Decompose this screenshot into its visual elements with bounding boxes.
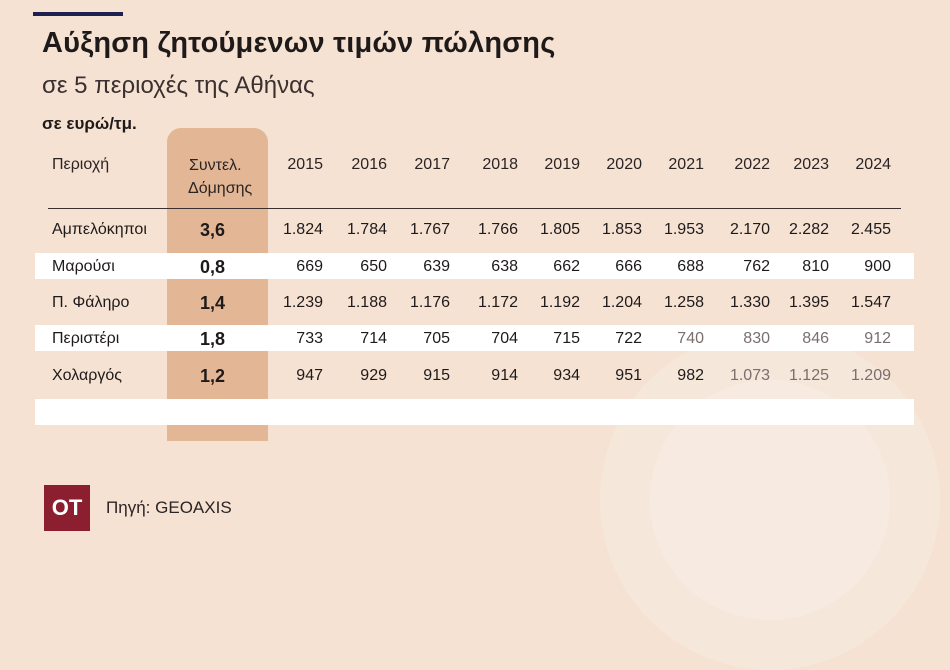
year-header: 2016 xyxy=(351,156,387,173)
price-cell: 982 xyxy=(677,367,704,384)
header-region: Περιοχή xyxy=(52,156,110,173)
row-stripe xyxy=(35,399,914,425)
price-cell: 1.188 xyxy=(346,294,387,311)
price-cell: 1.239 xyxy=(282,294,323,311)
coefficient-column-highlight xyxy=(167,128,268,441)
building-coefficient: 1,2 xyxy=(200,366,226,386)
price-cell: 2.170 xyxy=(729,221,770,238)
year-header: 2023 xyxy=(793,156,829,173)
building-coefficient: 1,8 xyxy=(200,329,226,349)
price-cell: 2.282 xyxy=(788,221,829,238)
price-cell: 1.953 xyxy=(663,221,704,238)
year-header: 2018 xyxy=(482,156,518,173)
year-header: 2015 xyxy=(287,156,323,173)
building-coefficient: 3,6 xyxy=(200,220,226,240)
price-cell: 929 xyxy=(360,367,387,384)
price-cell: 830 xyxy=(743,330,770,347)
header-coefficient-line1: Συντελ. xyxy=(189,157,242,174)
year-header: 2017 xyxy=(414,156,450,173)
price-cell: 914 xyxy=(491,367,518,384)
price-cell: 1.192 xyxy=(539,294,580,311)
year-header: 2024 xyxy=(855,156,891,173)
price-cell: 1.172 xyxy=(477,294,518,311)
price-cell: 650 xyxy=(360,258,387,275)
price-cell: 934 xyxy=(553,367,580,384)
region-name: Αμπελόκηποι xyxy=(52,221,147,238)
price-cell: 912 xyxy=(864,330,891,347)
price-cell: 1.125 xyxy=(788,367,829,384)
row-stripe xyxy=(35,325,914,351)
price-cell: 1.766 xyxy=(477,221,518,238)
page-subtitle: σε 5 περιοχές της Αθήνας xyxy=(42,72,315,99)
price-cell: 810 xyxy=(802,258,829,275)
price-cell: 662 xyxy=(553,258,580,275)
source-label: Πηγή: GEOAXIS xyxy=(106,498,232,517)
price-cell: 1.395 xyxy=(788,294,829,311)
building-coefficient: 1,4 xyxy=(200,293,226,313)
price-cell: 1.853 xyxy=(601,221,642,238)
price-cell: 1.209 xyxy=(850,367,891,384)
year-header: 2022 xyxy=(734,156,770,173)
price-cell: 951 xyxy=(615,367,642,384)
price-cell: 704 xyxy=(491,330,518,347)
price-cell: 740 xyxy=(677,330,704,347)
header-coefficient-line2: Δόμησης xyxy=(188,180,253,197)
price-cell: 722 xyxy=(615,330,642,347)
price-cell: 1.767 xyxy=(409,221,450,238)
price-cell: 1.805 xyxy=(539,221,580,238)
price-cell: 669 xyxy=(296,258,323,275)
price-cell: 1.784 xyxy=(346,221,387,238)
price-cell: 666 xyxy=(615,258,642,275)
top-accent-rule xyxy=(33,12,123,16)
year-header: 2021 xyxy=(668,156,704,173)
price-cell: 1.204 xyxy=(601,294,642,311)
price-cell: 688 xyxy=(677,258,704,275)
price-cell: 1.073 xyxy=(729,367,770,384)
price-cell: 762 xyxy=(743,258,770,275)
year-header: 2019 xyxy=(544,156,580,173)
price-cell: 714 xyxy=(360,330,387,347)
ot-logo: ΟΤ xyxy=(44,485,90,531)
price-cell: 900 xyxy=(864,258,891,275)
price-cell: 705 xyxy=(423,330,450,347)
page-title: Αύξηση ζητούμενων τιμών πώλησης xyxy=(42,27,556,59)
price-cell: 715 xyxy=(553,330,580,347)
header-divider xyxy=(48,208,901,209)
price-cell: 947 xyxy=(296,367,323,384)
price-cell: 639 xyxy=(423,258,450,275)
region-name: Χολαργός xyxy=(52,367,122,384)
price-cell: 1.824 xyxy=(282,221,323,238)
price-cell: 2.455 xyxy=(850,221,891,238)
region-name: Περιστέρι xyxy=(52,330,120,347)
price-cell: 638 xyxy=(491,258,518,275)
unit-label: σε ευρώ/τμ. xyxy=(42,114,137,133)
price-cell: 915 xyxy=(423,367,450,384)
region-name: Μαρούσι xyxy=(52,258,115,275)
price-cell: 1.258 xyxy=(663,294,704,311)
year-header: 2020 xyxy=(606,156,642,173)
building-coefficient: 0,8 xyxy=(200,257,226,277)
price-cell: 733 xyxy=(296,330,323,347)
price-cell: 1.176 xyxy=(409,294,450,311)
price-cell: 1.547 xyxy=(850,294,891,311)
row-stripe xyxy=(35,253,914,279)
region-name: Π. Φάληρο xyxy=(52,294,130,311)
price-cell: 1.330 xyxy=(729,294,770,311)
price-cell: 846 xyxy=(802,330,829,347)
